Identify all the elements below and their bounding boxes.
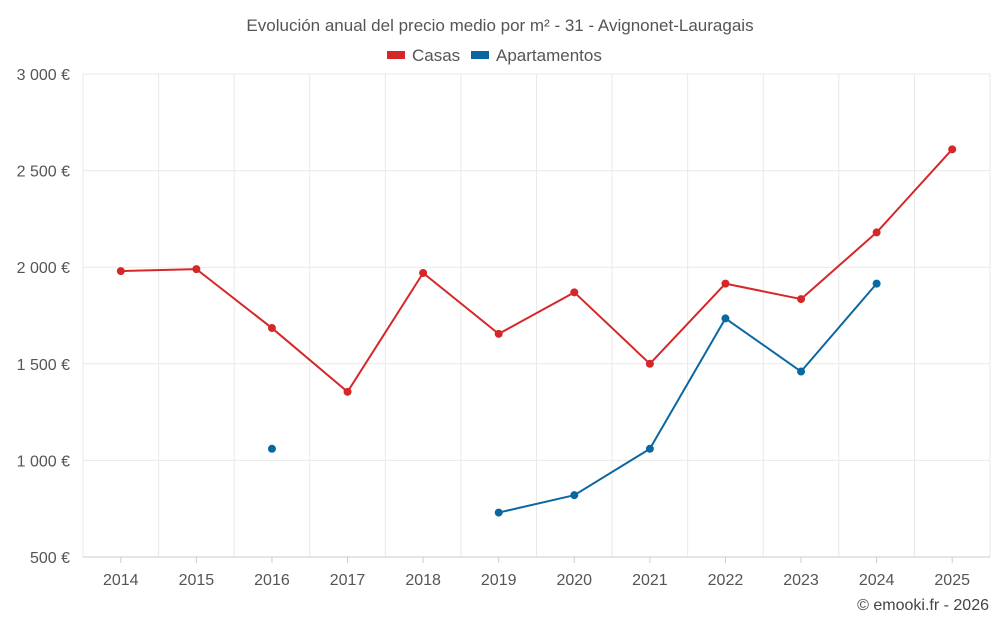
y-tick-label-2500: 2 500 € <box>17 164 70 181</box>
series-line-casas-2020 <box>573 291 651 365</box>
x-tick-label-2023: 2023 <box>783 572 819 589</box>
data-point-casas-2024 <box>872 228 881 237</box>
x-tick-label-2021: 2021 <box>632 572 668 589</box>
series-line-casas-2021 <box>648 282 727 365</box>
x-tick-label-2024: 2024 <box>859 572 895 589</box>
legend: Casas Apartamentos <box>387 46 602 65</box>
series-apartamentos <box>267 279 881 517</box>
credit-text: © emooki.fr - 2026 <box>857 597 989 614</box>
data-point-apartamentos-2023 <box>797 367 806 376</box>
x-tick-label-2017: 2017 <box>330 572 366 589</box>
series-line-casas-2017 <box>346 271 425 393</box>
grid <box>82 73 991 558</box>
data-point-casas-2015 <box>192 265 201 274</box>
x-tick-label-2020: 2020 <box>556 572 592 589</box>
data-point-apartamentos-2022 <box>721 314 730 323</box>
series-line-casas-2018 <box>422 271 500 335</box>
legend-label-casas: Casas <box>412 46 460 65</box>
series-line-casas-2024 <box>875 148 954 234</box>
x-tick-label-2014: 2014 <box>103 572 139 589</box>
x-tick-label-2019: 2019 <box>481 572 517 589</box>
data-point-casas-2025 <box>948 145 957 154</box>
series-line-casas-2022 <box>724 282 803 301</box>
legend-label-apartamentos: Apartamentos <box>496 46 602 65</box>
data-point-apartamentos-2024 <box>872 279 881 288</box>
series <box>116 145 957 517</box>
data-point-apartamentos-2020 <box>570 491 579 500</box>
data-point-apartamentos-2021 <box>645 444 654 453</box>
series-line-apartamentos-2020 <box>573 447 651 497</box>
legend-swatch-apartamentos <box>471 51 489 59</box>
x-tick-label-2016: 2016 <box>254 572 290 589</box>
x-tick-label-2025: 2025 <box>934 572 970 589</box>
series-line-apartamentos-2022 <box>724 317 803 373</box>
series-line-casas-2016 <box>270 327 349 393</box>
x-tick-label-2015: 2015 <box>179 572 215 589</box>
data-point-casas-2018 <box>419 268 428 277</box>
data-point-casas-2020 <box>570 288 579 297</box>
data-point-casas-2014 <box>116 267 125 276</box>
data-point-casas-2022 <box>721 279 730 288</box>
y-tick-label-500: 500 € <box>30 550 70 567</box>
series-casas <box>116 145 957 396</box>
y-tick-label-1500: 1 500 € <box>17 357 70 374</box>
data-point-apartamentos-2019 <box>494 508 503 517</box>
x-tick-label-2022: 2022 <box>708 572 744 589</box>
series-line-apartamentos-2023 <box>800 282 878 373</box>
series-line-apartamentos-2019 <box>497 494 576 514</box>
y-tick-label-2000: 2 000 € <box>17 260 70 277</box>
y-tick-label-1000: 1 000 € <box>17 453 70 470</box>
legend-item-apartamentos[interactable]: Apartamentos <box>471 46 602 65</box>
legend-item-casas[interactable]: Casas <box>387 46 460 65</box>
data-point-casas-2016 <box>267 324 276 333</box>
y-tick-label-3000: 3 000 € <box>17 67 70 84</box>
data-point-casas-2017 <box>343 387 352 396</box>
data-point-casas-2019 <box>494 329 503 338</box>
axes: 500 € 1 000 € 1 500 € 2 000 € 2 500 € 3 000 €… <box>17 67 990 589</box>
x-tick-label-2018: 2018 <box>405 572 441 589</box>
series-line-casas-2023 <box>800 231 878 301</box>
data-point-apartamentos-2016 <box>267 444 276 453</box>
data-point-casas-2021 <box>645 359 654 368</box>
series-line-casas-2014 <box>119 268 198 273</box>
series-line-casas-2015 <box>195 268 273 330</box>
series-line-casas-2019 <box>497 291 576 335</box>
legend-swatch-casas <box>387 51 405 59</box>
series-line-apartamentos-2021 <box>648 317 727 450</box>
data-point-casas-2023 <box>797 295 806 304</box>
chart-title: Evolución anual del precio medio por m² … <box>246 16 753 35</box>
